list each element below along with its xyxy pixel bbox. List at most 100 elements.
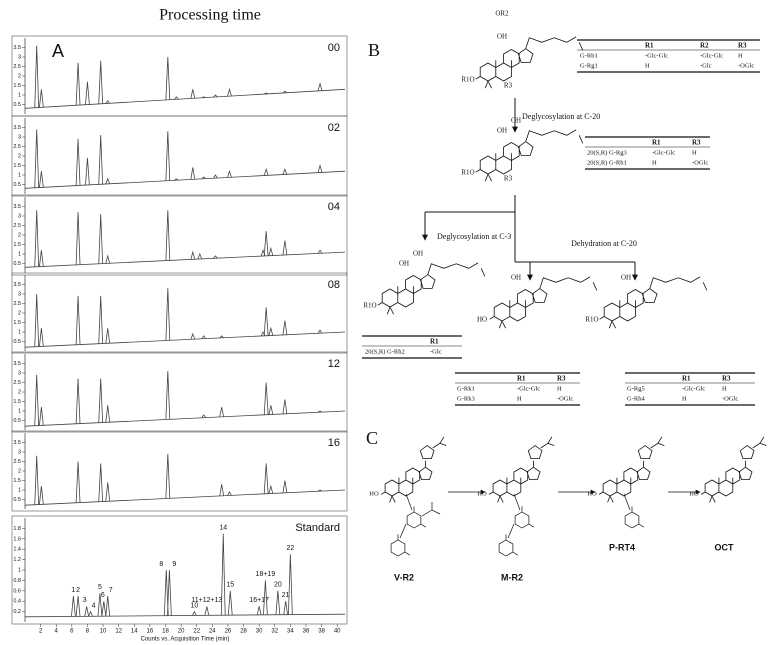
peak xyxy=(282,168,288,175)
peak xyxy=(263,580,268,615)
x-tick-label: 38 xyxy=(318,629,325,635)
peak-label: 5 xyxy=(98,584,102,591)
peak-label: 8 xyxy=(159,561,163,568)
acetyl xyxy=(421,502,441,517)
y-tick-label: 2 xyxy=(18,232,21,238)
trace-name: 08 xyxy=(328,279,340,291)
table-cell: -OGlc xyxy=(722,395,738,402)
sugar-ring xyxy=(514,506,534,529)
peak xyxy=(39,328,44,347)
peak xyxy=(317,329,323,334)
peak xyxy=(282,240,288,256)
y-tick-label: 0.5 xyxy=(13,102,21,108)
table-cell: 20(S,R) G-Rh1 xyxy=(587,159,627,166)
peak xyxy=(75,138,81,186)
y-tick-label: 0.2 xyxy=(13,609,21,615)
subplot-frame xyxy=(11,272,348,354)
table-cell: -Glc-Glc xyxy=(645,52,668,59)
table-header: R1 xyxy=(517,375,526,383)
y-tick-label: 3.5 xyxy=(13,282,21,288)
x-tick-label: 40 xyxy=(334,629,341,635)
x-tick-label: 34 xyxy=(287,629,294,635)
trace-name: 12 xyxy=(328,358,340,370)
table-cell: H xyxy=(692,149,697,156)
peak xyxy=(34,293,40,347)
peak-label: 9 xyxy=(172,561,176,568)
peak xyxy=(190,250,196,260)
peak xyxy=(163,569,169,616)
structure xyxy=(489,276,598,329)
peak xyxy=(85,157,90,185)
peak xyxy=(190,167,196,180)
structure xyxy=(598,436,665,503)
peak xyxy=(165,453,171,499)
baseline xyxy=(24,331,346,348)
x-tick-label: 26 xyxy=(225,629,232,635)
peak xyxy=(105,100,111,104)
atom-label: OH xyxy=(497,33,507,41)
peak xyxy=(174,96,179,100)
peak-label: 1 xyxy=(71,587,75,594)
peak-label: 16+17 xyxy=(249,597,269,604)
y-tick-label: 1.5 xyxy=(13,83,21,89)
baseline xyxy=(24,489,346,506)
peak xyxy=(201,96,206,99)
sugar-ring xyxy=(624,506,644,529)
line xyxy=(405,493,413,511)
peak xyxy=(98,378,104,423)
table-cell: -OGlc xyxy=(557,395,573,402)
table-cell: G-Rk1 xyxy=(457,385,475,392)
peak xyxy=(174,178,179,181)
structure xyxy=(700,436,767,503)
trace-name: 02 xyxy=(328,122,340,134)
peak xyxy=(263,231,269,256)
peak xyxy=(88,610,93,617)
peak xyxy=(98,135,104,185)
x-tick-label: 12 xyxy=(115,629,122,635)
table-header: R1 xyxy=(682,375,691,383)
table-header: R1 xyxy=(652,139,661,147)
peak xyxy=(263,382,269,415)
table-header: R3 xyxy=(692,139,701,147)
compound-name: M-R2 xyxy=(501,572,523,582)
peak xyxy=(201,176,206,180)
table-cell: H xyxy=(517,395,522,402)
peak xyxy=(317,249,323,254)
peak xyxy=(75,378,81,424)
x-tick-label: 18 xyxy=(162,629,169,635)
y-tick-label: 0.5 xyxy=(13,497,21,503)
peak xyxy=(105,405,111,423)
peak xyxy=(39,407,44,426)
y-tick-label: 3 xyxy=(18,134,21,140)
peak xyxy=(165,288,171,341)
y-tick-label: 2.5 xyxy=(13,459,21,465)
peak-label: 7 xyxy=(109,587,113,594)
x-tick-label: 4 xyxy=(55,629,59,635)
subplot-frame xyxy=(11,115,348,197)
peak xyxy=(227,169,232,178)
y-tick-label: 0.5 xyxy=(13,182,21,188)
y-tick-label: 3 xyxy=(18,54,21,60)
y-tick-label: 1.6 xyxy=(13,536,21,542)
peak xyxy=(268,405,274,415)
peak xyxy=(256,606,262,615)
peak xyxy=(227,491,232,496)
peak xyxy=(263,463,269,494)
y-tick-label: 3 xyxy=(18,291,21,297)
y-tick-label: 2 xyxy=(18,73,21,79)
trace-name: 16 xyxy=(328,437,340,449)
table-cell: G-Rg1 xyxy=(580,62,598,69)
table-cell: -OGlc xyxy=(738,62,754,69)
y-tick-label: 1.2 xyxy=(13,557,21,563)
y-tick-label: 0.5 xyxy=(13,339,21,345)
peak xyxy=(317,164,323,173)
table-header: R1 xyxy=(430,338,439,346)
atom-label: HO xyxy=(369,490,379,497)
y-tick-label: 3 xyxy=(18,449,21,455)
peak xyxy=(190,89,196,99)
x-tick-label: 2 xyxy=(39,629,43,635)
trace-name: Standard xyxy=(295,522,340,534)
atom-label: OH xyxy=(621,274,631,282)
y-tick-label: 1.5 xyxy=(13,478,21,484)
line xyxy=(623,493,631,511)
